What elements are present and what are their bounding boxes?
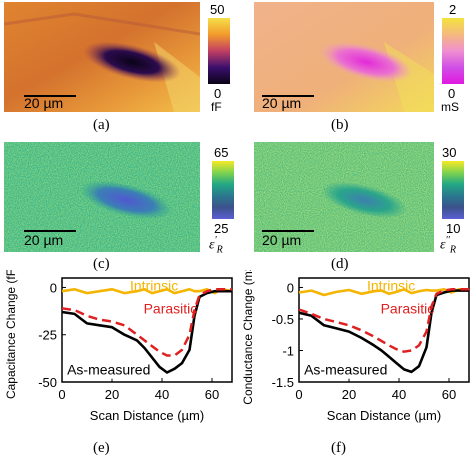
colorbar-min-b: 0 [448,86,456,101]
caption-d: (d) [331,256,349,272]
caption-b: (b) [331,117,349,133]
y-axis-label: Capacitance Change (fF) [4,270,18,399]
colorbar-unit-b: mS [441,100,459,114]
x-tick-label: 60 [205,387,219,402]
x-tick-label: 60 [442,387,456,402]
colorbar-min-a: 0 [214,86,222,101]
y-tick-label: 0 [287,280,294,295]
scale-bar-a [24,95,76,97]
series-label-parasitic: Parasitic [381,300,435,316]
colorbar-b [442,18,464,84]
series-line-as-measured [298,289,469,374]
series-line-parasitic [61,288,232,357]
y-tick-label: -1 [282,343,294,358]
y-tick-label: -0.5 [272,312,294,327]
series-label-bg [302,361,383,379]
x-tick-label: 20 [342,387,356,402]
colorbar-max-b: 2 [449,2,457,17]
caption-f: (f) [331,440,346,456]
series-label-as-measured: As-measured [304,362,387,378]
capacitance-map-a [4,2,200,112]
colorbar-c [212,161,234,219]
series-label-intrinsic: Intrinsic [130,277,178,293]
series-line-intrinsic [298,288,470,297]
permittivity-map-c [4,142,200,252]
colorbar-symbol-c: ε'R [209,235,223,256]
scale-bar-label-d: 20 µm [262,232,302,248]
scale-bar-b [262,95,314,97]
colorbar-a [208,18,230,84]
colorbar-unit-a: fF [211,100,222,114]
capacitance-line-chart: 0 20 40 60 0 -25 -50 Scan Distance (µm) Capacita… [4,270,233,423]
y-axis-label: Conductance Change (mS) [241,270,255,405]
scale-bar-c [24,230,76,232]
colorbar-min-d: 10 [446,221,461,236]
caption-c: (c) [93,256,110,272]
y-tick-label: -25 [38,328,57,343]
x-tick-label: 20 [105,387,119,402]
x-tick-label: 0 [58,387,65,402]
caption-a: (a) [93,117,110,133]
x-tick-label: 0 [295,387,302,402]
y-tick-label: -1.5 [272,375,294,390]
x-tick-label: 40 [155,387,169,402]
x-tick-label: 40 [392,387,406,402]
series-line-intrinsic [61,288,233,295]
loss-map-d [254,142,434,252]
conductance-line-chart: 0 20 40 60 0 -0.5 -1 -1.5 Scan Distance (µm) Cond… [241,270,470,423]
conductance-map-b [254,2,434,112]
series-line-as-measured [61,289,232,374]
scale-bar-label-c: 20 µm [24,232,64,248]
colorbar-max-d: 30 [442,145,457,160]
colorbar-min-c: 25 [214,221,229,236]
series-label-parasitic: Parasitic [144,300,198,316]
scale-bar-d [262,230,314,232]
colorbar-max-c: 65 [214,145,229,160]
colorbar-d [442,161,464,219]
series-label-intrinsic: Intrinsic [367,277,415,293]
scale-bar-label-b: 20 µm [262,95,302,111]
colorbar-symbol-d: ε''R [440,235,456,256]
x-axis-label: Scan Distance (µm) [90,408,204,423]
x-axis-label: Scan Distance (µm) [327,408,441,423]
y-tick-label: 0 [50,280,57,295]
series-label-as-measured: As-measured [67,362,150,378]
y-tick-label: -50 [38,375,57,390]
colorbar-max-a: 50 [210,2,225,17]
caption-e: (e) [93,440,110,456]
series-label-bg [65,361,146,379]
scale-bar-label-a: 20 µm [24,95,64,111]
